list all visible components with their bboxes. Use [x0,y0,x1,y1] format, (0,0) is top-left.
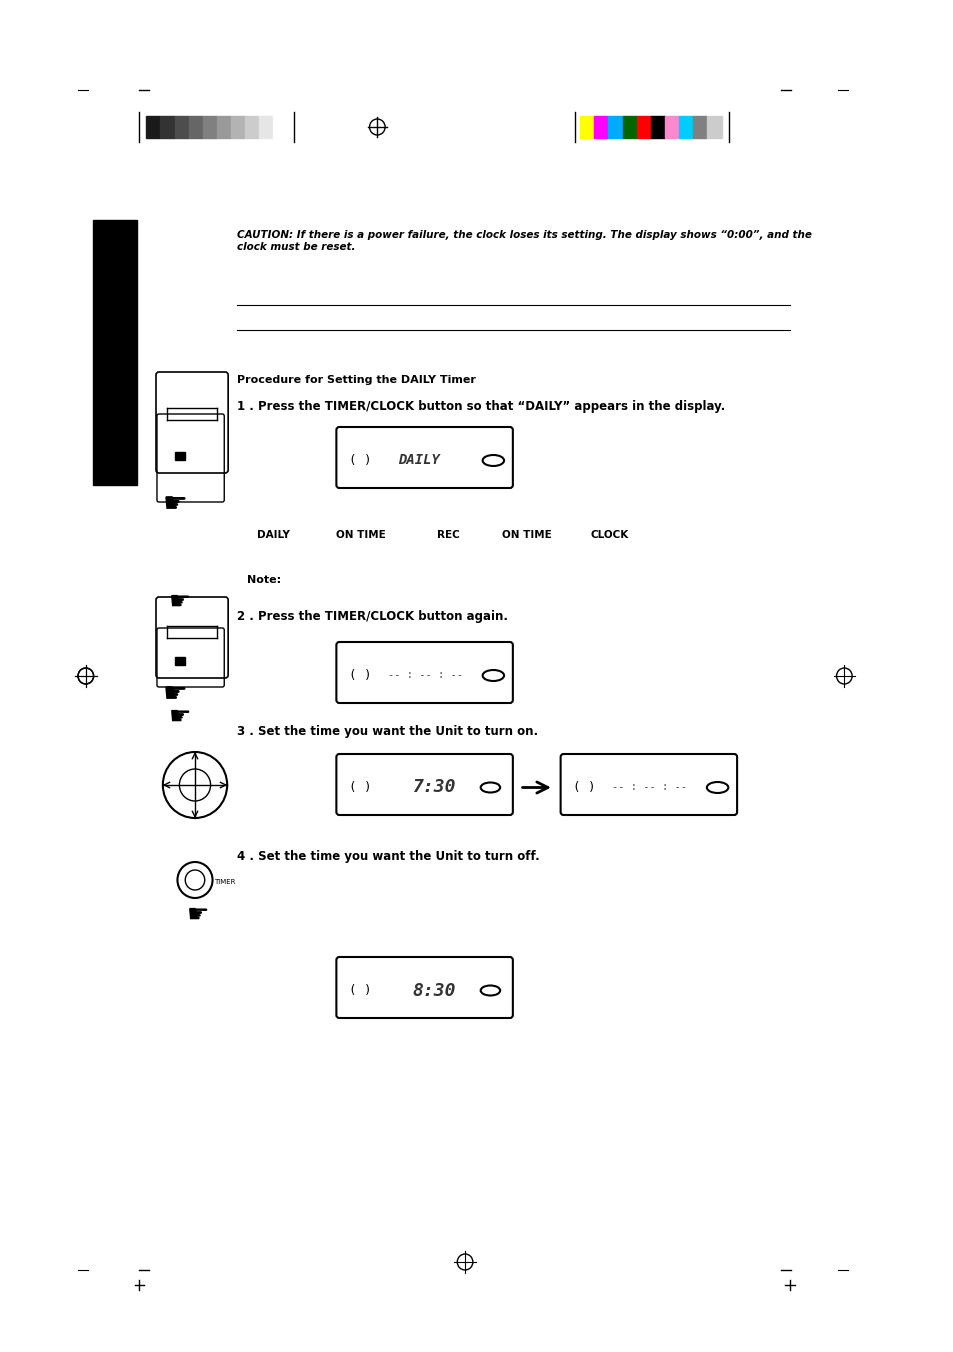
Bar [216,116,231,138]
Text: -- : -- : --: -- : -- : -- [388,671,462,680]
Text: REC: REC [436,530,459,539]
Bar [274,116,287,138]
Text: Procedure for Setting the DAILY Timer: Procedure for Setting the DAILY Timer [236,375,476,385]
Bar [594,116,608,138]
Bar [175,657,185,665]
Bar [175,452,185,460]
Bar [146,116,160,138]
Bar [650,116,664,138]
Text: ( ): ( ) [573,781,596,794]
Bar [622,116,636,138]
Text: ☛: ☛ [163,489,188,518]
Bar [664,116,679,138]
Bar [608,116,622,138]
Text: ON TIME: ON TIME [335,530,385,539]
Bar [693,116,706,138]
Bar [579,116,594,138]
Text: 3 . Set the time you want the Unit to turn on.: 3 . Set the time you want the Unit to tu… [236,725,537,738]
Text: CAUTION: If there is a power failure, the clock loses its setting. The display s: CAUTION: If there is a power failure, th… [236,230,811,251]
Bar [160,116,174,138]
Text: ON TIME: ON TIME [501,530,551,539]
Bar [203,116,216,138]
Text: 1 . Press the TIMER/CLOCK button so that “DAILY” appears in the display.: 1 . Press the TIMER/CLOCK button so that… [236,400,724,412]
Text: ☛: ☛ [169,589,191,614]
Text: 2 . Press the TIMER/CLOCK button again.: 2 . Press the TIMER/CLOCK button again. [236,610,507,623]
Text: DAILY: DAILY [397,453,439,468]
Text: ( ): ( ) [349,781,371,794]
Text: ( ): ( ) [349,669,371,681]
Text: ☛: ☛ [187,903,210,927]
Bar [174,116,189,138]
Bar [231,116,245,138]
Text: ( ): ( ) [349,454,371,466]
Text: 7:30: 7:30 [412,779,456,796]
Bar [189,116,203,138]
Text: 4 . Set the time you want the Unit to turn off.: 4 . Set the time you want the Unit to tu… [236,850,539,863]
Bar [259,116,274,138]
Text: ( ): ( ) [349,984,371,996]
Bar [245,116,259,138]
Bar [706,116,720,138]
Bar [636,116,650,138]
Text: 8:30: 8:30 [412,982,456,999]
Text: Note:: Note: [247,575,280,585]
Text: ☛: ☛ [163,680,188,708]
Text: DAILY: DAILY [256,530,289,539]
Text: CLOCK: CLOCK [590,530,628,539]
Text: -- : -- : --: -- : -- : -- [612,783,686,792]
Text: TIMER: TIMER [214,879,235,886]
Bar [679,116,693,138]
Bar [92,220,136,485]
Text: ☛: ☛ [169,704,191,729]
